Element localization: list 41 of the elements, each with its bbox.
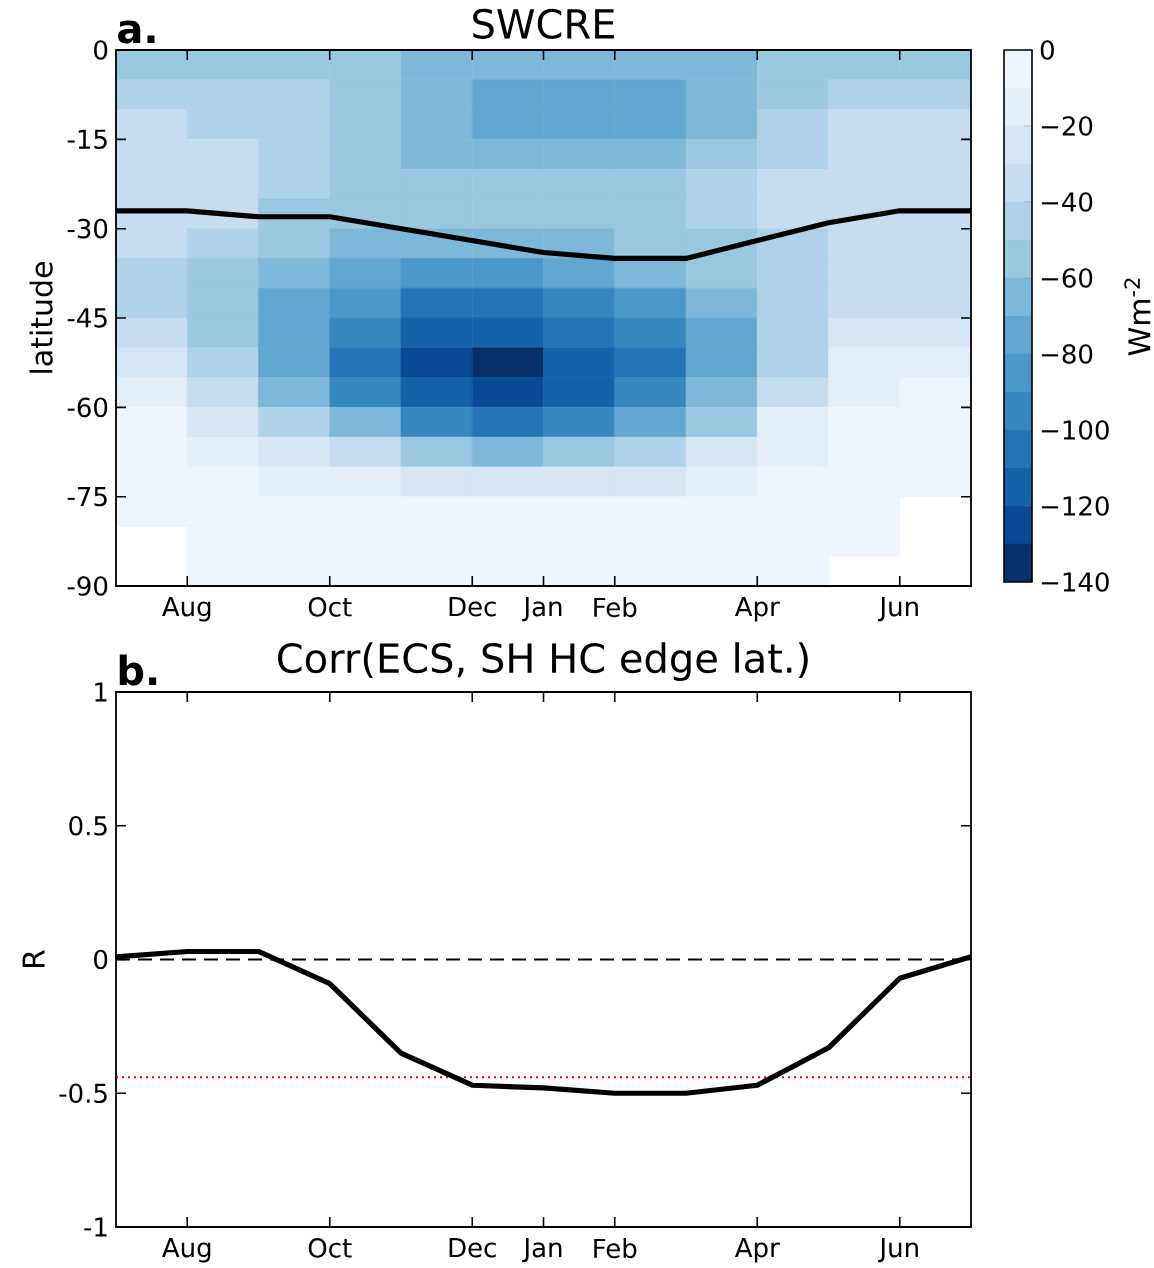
x-tick-label: Jun	[878, 597, 918, 622]
color-bar-label: −100	[1041, 420, 1109, 440]
y-tick-label: -0.5	[59, 1083, 107, 1104]
chart-title: SWCRE	[473, 8, 614, 39]
y-axis-title: R	[22, 949, 45, 967]
text: a.	[118, 20, 155, 44]
x-tick-label: Oct	[308, 1238, 352, 1258]
color-bar-title: Wm$^{-2}$	[1124, 278, 1151, 356]
y-tick-label: -90	[67, 576, 108, 596]
x-tick-label: Aug	[162, 1238, 211, 1263]
y-tick-label: 1	[95, 682, 107, 702]
color-bar-label: 0	[1040, 40, 1054, 60]
y-tick-label: -30	[67, 218, 108, 239]
y-tick-label: -15	[67, 129, 107, 150]
y-tick-label: 0	[94, 40, 108, 60]
y-tick-label: 0	[94, 949, 108, 970]
y-tick-label: -45	[67, 308, 107, 328]
x-tick-label: Feb	[594, 597, 637, 618]
x-tick-label: Jun	[878, 1238, 918, 1263]
chart-title: Corr(ECS, SH HC edge lat.)	[278, 642, 808, 681]
color-bar-label: −140	[1041, 572, 1109, 592]
text: b.	[119, 654, 157, 686]
x-tick-label: Aug	[162, 597, 211, 622]
y-tick-label: -75	[67, 487, 107, 507]
color-bar-label: −80	[1041, 344, 1093, 364]
color-bar-label: −40	[1041, 192, 1093, 212]
y-tick-label: -60	[67, 397, 108, 418]
y-axis-title: latitude	[29, 262, 53, 373]
color-bar-label: −20	[1041, 116, 1093, 136]
x-tick-label: Jan	[522, 1238, 562, 1263]
x-tick-label: Apr	[734, 1238, 780, 1263]
y-tick-label: 0.5	[69, 815, 107, 836]
color-bar-label: −60	[1041, 268, 1093, 288]
x-tick-label: Oct	[308, 597, 352, 617]
x-tick-label: Dec	[449, 1238, 496, 1258]
y-tick-label: -1	[84, 1217, 107, 1237]
x-tick-label: Apr	[734, 597, 780, 622]
x-tick-label: Jan	[522, 597, 562, 622]
color-bar-label: −120	[1041, 496, 1109, 516]
x-tick-label: Dec	[449, 597, 496, 617]
x-tick-label: Feb	[594, 1238, 637, 1259]
